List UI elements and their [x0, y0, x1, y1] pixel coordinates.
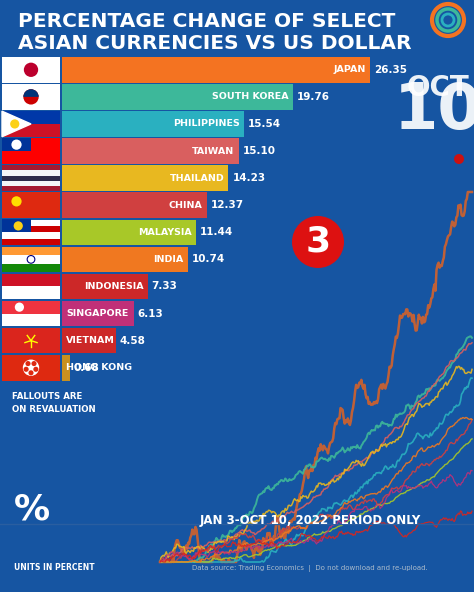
FancyBboxPatch shape — [2, 84, 60, 110]
Text: 6.13: 6.13 — [137, 308, 164, 318]
Text: 7.33: 7.33 — [152, 281, 178, 291]
Text: THAILAND: THAILAND — [170, 173, 224, 182]
FancyBboxPatch shape — [2, 139, 60, 164]
Text: 15.10: 15.10 — [243, 146, 275, 156]
FancyBboxPatch shape — [62, 84, 293, 110]
Polygon shape — [2, 111, 31, 137]
Text: 15.54: 15.54 — [247, 119, 281, 129]
FancyBboxPatch shape — [2, 139, 31, 151]
FancyBboxPatch shape — [2, 170, 60, 176]
FancyBboxPatch shape — [2, 57, 60, 82]
Circle shape — [24, 63, 38, 77]
Text: HONG KONG: HONG KONG — [66, 363, 132, 372]
Circle shape — [454, 154, 464, 164]
Text: FALLOUTS ARE
ON REVALUATION: FALLOUTS ARE ON REVALUATION — [12, 392, 96, 413]
FancyBboxPatch shape — [62, 247, 188, 272]
Text: INDIA: INDIA — [153, 255, 183, 264]
FancyBboxPatch shape — [2, 239, 60, 245]
FancyBboxPatch shape — [2, 181, 60, 186]
Circle shape — [292, 216, 344, 268]
FancyBboxPatch shape — [2, 124, 60, 137]
FancyBboxPatch shape — [62, 274, 148, 299]
FancyBboxPatch shape — [62, 111, 244, 137]
Text: MALAYSIA: MALAYSIA — [138, 228, 191, 237]
Circle shape — [24, 366, 29, 372]
Circle shape — [11, 140, 22, 150]
Circle shape — [33, 366, 38, 372]
FancyBboxPatch shape — [62, 57, 370, 82]
Text: TAIWAN: TAIWAN — [192, 147, 235, 156]
Text: 14.23: 14.23 — [232, 173, 265, 183]
Text: JAPAN: JAPAN — [334, 65, 366, 74]
FancyBboxPatch shape — [2, 192, 60, 218]
FancyBboxPatch shape — [2, 355, 60, 381]
Text: PHILIPPINES: PHILIPPINES — [173, 120, 240, 128]
FancyBboxPatch shape — [2, 111, 60, 124]
Text: OCT: OCT — [407, 74, 469, 102]
FancyBboxPatch shape — [2, 247, 60, 255]
FancyBboxPatch shape — [2, 287, 60, 299]
Text: 0.68: 0.68 — [74, 363, 100, 373]
Circle shape — [15, 303, 24, 312]
FancyBboxPatch shape — [62, 328, 116, 353]
Circle shape — [11, 197, 22, 207]
Text: 10.74: 10.74 — [191, 255, 225, 265]
Text: SOUTH KOREA: SOUTH KOREA — [212, 92, 289, 101]
FancyBboxPatch shape — [2, 220, 31, 232]
Circle shape — [28, 370, 34, 375]
Text: INDONESIA: INDONESIA — [84, 282, 144, 291]
Circle shape — [26, 361, 30, 366]
FancyBboxPatch shape — [62, 192, 207, 218]
Text: Data source: Trading Economics  |  Do not download and re-upload.: Data source: Trading Economics | Do not … — [192, 565, 428, 572]
Text: JAN 3-OCT 10, 2022 PERIOD ONLY: JAN 3-OCT 10, 2022 PERIOD ONLY — [200, 514, 420, 527]
FancyBboxPatch shape — [62, 355, 70, 381]
Text: 10: 10 — [393, 80, 474, 142]
Text: VIETNAM: VIETNAM — [66, 336, 115, 345]
FancyBboxPatch shape — [2, 263, 60, 272]
Text: SINGAPORE: SINGAPORE — [66, 309, 128, 318]
FancyBboxPatch shape — [2, 220, 60, 226]
FancyBboxPatch shape — [62, 220, 196, 245]
Text: 3: 3 — [305, 225, 330, 259]
FancyBboxPatch shape — [2, 301, 60, 314]
Circle shape — [10, 120, 19, 128]
Text: PERCENTAGE CHANGE OF SELECT: PERCENTAGE CHANGE OF SELECT — [18, 12, 395, 31]
Text: 26.35: 26.35 — [374, 65, 407, 75]
FancyBboxPatch shape — [2, 186, 60, 191]
FancyBboxPatch shape — [62, 165, 228, 191]
Circle shape — [23, 359, 39, 376]
FancyBboxPatch shape — [2, 165, 60, 170]
Text: 19.76: 19.76 — [297, 92, 330, 102]
Text: 11.44: 11.44 — [200, 227, 233, 237]
Circle shape — [23, 89, 39, 105]
Text: CHINA: CHINA — [169, 201, 202, 210]
FancyBboxPatch shape — [2, 255, 60, 263]
Text: %: % — [14, 493, 50, 527]
FancyBboxPatch shape — [2, 232, 60, 239]
Text: 12.37: 12.37 — [210, 200, 244, 210]
Wedge shape — [23, 89, 39, 97]
Text: ASIAN CURRENCIES VS US DOLLAR: ASIAN CURRENCIES VS US DOLLAR — [18, 34, 411, 53]
Text: UNITS IN PERCENT: UNITS IN PERCENT — [14, 563, 95, 572]
FancyBboxPatch shape — [62, 139, 238, 164]
FancyBboxPatch shape — [2, 314, 60, 326]
Circle shape — [14, 221, 23, 230]
Text: 4.58: 4.58 — [119, 336, 146, 346]
FancyBboxPatch shape — [2, 176, 60, 181]
FancyBboxPatch shape — [2, 226, 60, 232]
Circle shape — [31, 361, 36, 366]
FancyBboxPatch shape — [62, 301, 134, 326]
FancyBboxPatch shape — [2, 274, 60, 287]
FancyBboxPatch shape — [2, 328, 60, 353]
